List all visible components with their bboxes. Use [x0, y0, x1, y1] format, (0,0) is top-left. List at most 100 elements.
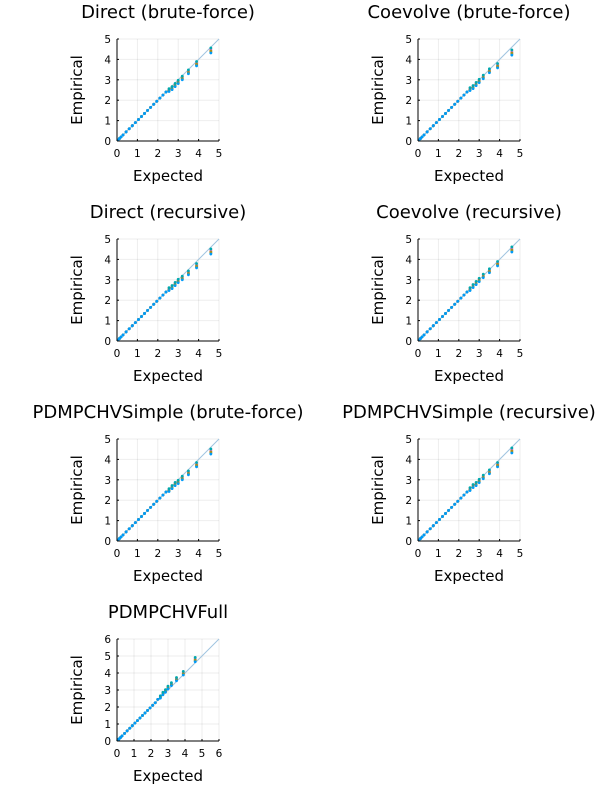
data-point	[193, 660, 197, 664]
data-point	[170, 88, 174, 92]
y-tick-label: 5	[104, 434, 111, 446]
x-tick-label: 1	[435, 148, 442, 160]
data-point	[450, 305, 454, 309]
data-point	[140, 315, 143, 318]
data-point	[127, 327, 131, 331]
x-tick-label: 0	[114, 348, 121, 360]
data-point	[176, 78, 180, 82]
x-tick-label: 5	[517, 148, 524, 160]
data-point	[153, 701, 157, 705]
data-point	[474, 481, 478, 484]
data-point	[434, 121, 438, 125]
data-point	[428, 327, 432, 331]
x-tick-label: 0	[415, 348, 422, 360]
x-tick-label: 2	[148, 748, 155, 760]
data-point	[453, 302, 457, 306]
data-point	[167, 289, 171, 292]
data-point	[496, 465, 499, 469]
data-point	[119, 535, 123, 539]
data-point	[173, 284, 177, 288]
data-point	[459, 296, 463, 300]
x-axis-label: Expected	[133, 367, 203, 385]
data-point	[425, 530, 429, 534]
data-point	[121, 333, 125, 337]
data-point	[158, 694, 162, 698]
data-point	[124, 530, 128, 534]
data-point	[164, 290, 168, 294]
data-point	[149, 305, 153, 309]
data-point	[425, 330, 429, 334]
x-tick-label: 0	[415, 548, 422, 560]
x-tick-label: 3	[175, 148, 182, 160]
x-tick-label: 3	[476, 148, 483, 160]
data-point	[450, 505, 454, 509]
data-point	[474, 283, 478, 287]
data-point	[152, 302, 156, 306]
data-point	[166, 684, 170, 688]
data-point	[444, 112, 447, 115]
data-point	[121, 533, 125, 537]
y-tick-label: 4	[405, 454, 412, 466]
data-point	[510, 446, 514, 450]
data-point	[133, 721, 137, 725]
data-point	[488, 271, 491, 275]
data-point	[450, 105, 454, 109]
data-point	[125, 729, 129, 733]
data-point	[456, 299, 460, 303]
data-point	[209, 452, 213, 456]
data-point	[143, 112, 146, 115]
x-tick-label: 3	[175, 348, 182, 360]
data-point	[170, 681, 173, 685]
data-point	[137, 118, 140, 121]
x-tick-label: 6	[216, 748, 223, 760]
x-tick-label: 5	[517, 348, 524, 360]
chart-title: PDMPCHVFull	[108, 602, 228, 623]
data-point	[148, 706, 152, 710]
x-tick-label: 3	[476, 548, 483, 560]
data-point	[195, 465, 198, 469]
x-tick-label: 4	[496, 148, 503, 160]
data-point	[138, 716, 142, 720]
data-point	[161, 93, 165, 97]
data-point	[170, 287, 174, 290]
data-point	[167, 286, 171, 290]
data-point	[465, 490, 469, 494]
y-tick-label: 4	[104, 54, 111, 66]
x-axis-label: Expected	[434, 167, 504, 185]
data-point	[209, 247, 213, 251]
data-point	[146, 509, 150, 512]
data-point	[173, 82, 177, 85]
data-point	[173, 85, 177, 89]
data-point	[120, 734, 124, 738]
data-point	[167, 87, 171, 91]
y-axis-label: Empirical	[369, 55, 387, 125]
data-point	[468, 89, 472, 92]
x-axis-label: Expected	[133, 167, 203, 185]
data-point	[474, 81, 478, 84]
x-tick-label: 1	[435, 548, 442, 560]
data-point	[187, 269, 190, 273]
data-point	[468, 489, 472, 492]
data-point	[195, 461, 198, 464]
data-point	[146, 309, 150, 312]
data-point	[441, 515, 444, 518]
data-point	[468, 486, 472, 490]
y-tick-label: 2	[104, 95, 111, 107]
chart-title: Coevolve (recursive)	[376, 202, 562, 223]
y-tick-label: 6	[104, 634, 111, 646]
y-tick-label: 5	[104, 234, 111, 246]
data-point	[130, 124, 134, 128]
x-tick-label: 1	[131, 748, 138, 760]
data-point	[471, 84, 475, 87]
data-point	[510, 48, 514, 52]
data-point	[180, 278, 184, 282]
y-tick-label: 2	[405, 495, 412, 507]
data-point	[496, 264, 499, 268]
data-point	[158, 296, 162, 300]
data-point	[474, 84, 478, 88]
data-point	[438, 118, 441, 121]
data-point	[456, 499, 460, 503]
data-point	[119, 335, 123, 339]
data-point	[438, 318, 441, 321]
data-point	[481, 73, 485, 77]
